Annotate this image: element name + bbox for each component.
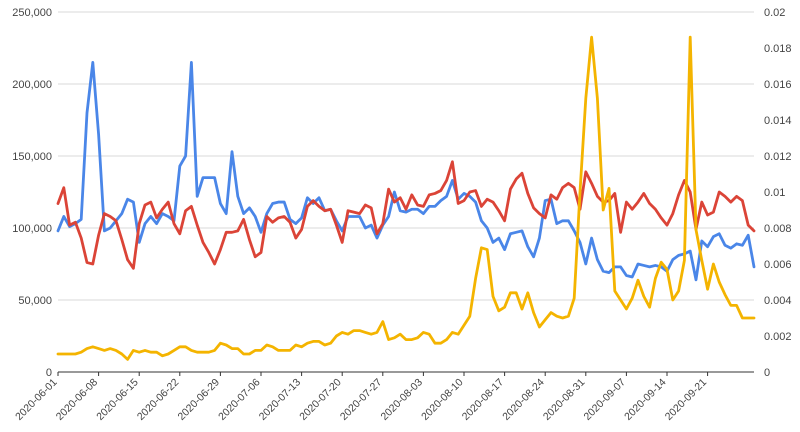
right-tick-label: 0.004 bbox=[764, 295, 792, 307]
right-tick-label: 0.012 bbox=[764, 151, 792, 163]
right-tick-label: 0.01 bbox=[764, 187, 785, 199]
x-tick-label: 2020-08-10 bbox=[419, 376, 466, 423]
left-tick-label: 150,000 bbox=[12, 151, 52, 163]
right-tick-label: 0.008 bbox=[764, 223, 792, 235]
x-tick-label: 2020-06-01 bbox=[13, 376, 60, 423]
x-tick-label: 2020-08-17 bbox=[460, 376, 507, 423]
right-tick-label: 0.018 bbox=[764, 43, 792, 55]
x-axis-ticks: 2020-06-012020-06-082020-06-152020-06-22… bbox=[13, 372, 709, 423]
left-axis-ticks: 0 50,000 100,000 150,000 200,000 250,000 bbox=[12, 7, 52, 379]
right-axis-ticks: 0 0.002 0.004 0.006 0.008 0.01 0.012 0.014 0.016… bbox=[764, 7, 792, 379]
series-line-3 bbox=[56, 35, 756, 361]
right-tick-label: 0.016 bbox=[764, 79, 792, 91]
x-tick-label: 2020-07-20 bbox=[297, 376, 344, 423]
x-tick-label: 2020-07-06 bbox=[216, 376, 263, 423]
x-tick-label: 2020-06-15 bbox=[94, 376, 141, 423]
series-line-1 bbox=[56, 61, 756, 282]
series-layer bbox=[56, 35, 756, 361]
right-tick-label: 0.014 bbox=[764, 115, 792, 127]
x-tick-label: 2020-06-29 bbox=[176, 376, 223, 423]
right-tick-label: 0.02 bbox=[764, 7, 785, 19]
left-tick-label: 250,000 bbox=[12, 7, 52, 19]
x-tick-label: 2020-07-27 bbox=[338, 376, 385, 423]
x-tick-label: 2020-09-21 bbox=[663, 376, 710, 423]
left-tick-label: 100,000 bbox=[12, 223, 52, 235]
right-tick-label: 0.002 bbox=[764, 331, 792, 343]
x-tick-label: 2020-08-31 bbox=[541, 376, 588, 423]
right-tick-label: 0.006 bbox=[764, 259, 792, 271]
left-tick-label: 0 bbox=[46, 367, 52, 379]
x-tick-label: 2020-09-14 bbox=[622, 376, 669, 423]
x-tick-label: 2020-08-24 bbox=[500, 376, 547, 423]
x-tick-label: 2020-07-13 bbox=[257, 376, 304, 423]
x-tick-label: 2020-06-08 bbox=[54, 376, 101, 423]
x-tick-label: 2020-09-07 bbox=[582, 376, 629, 423]
right-tick-label: 0 bbox=[764, 367, 770, 379]
series-line-2 bbox=[56, 160, 756, 270]
x-tick-label: 2020-08-03 bbox=[379, 376, 426, 423]
x-tick-label: 2020-06-22 bbox=[135, 376, 182, 423]
left-tick-label: 50,000 bbox=[18, 295, 52, 307]
grid-lines bbox=[58, 11, 754, 373]
left-tick-label: 200,000 bbox=[12, 79, 52, 91]
